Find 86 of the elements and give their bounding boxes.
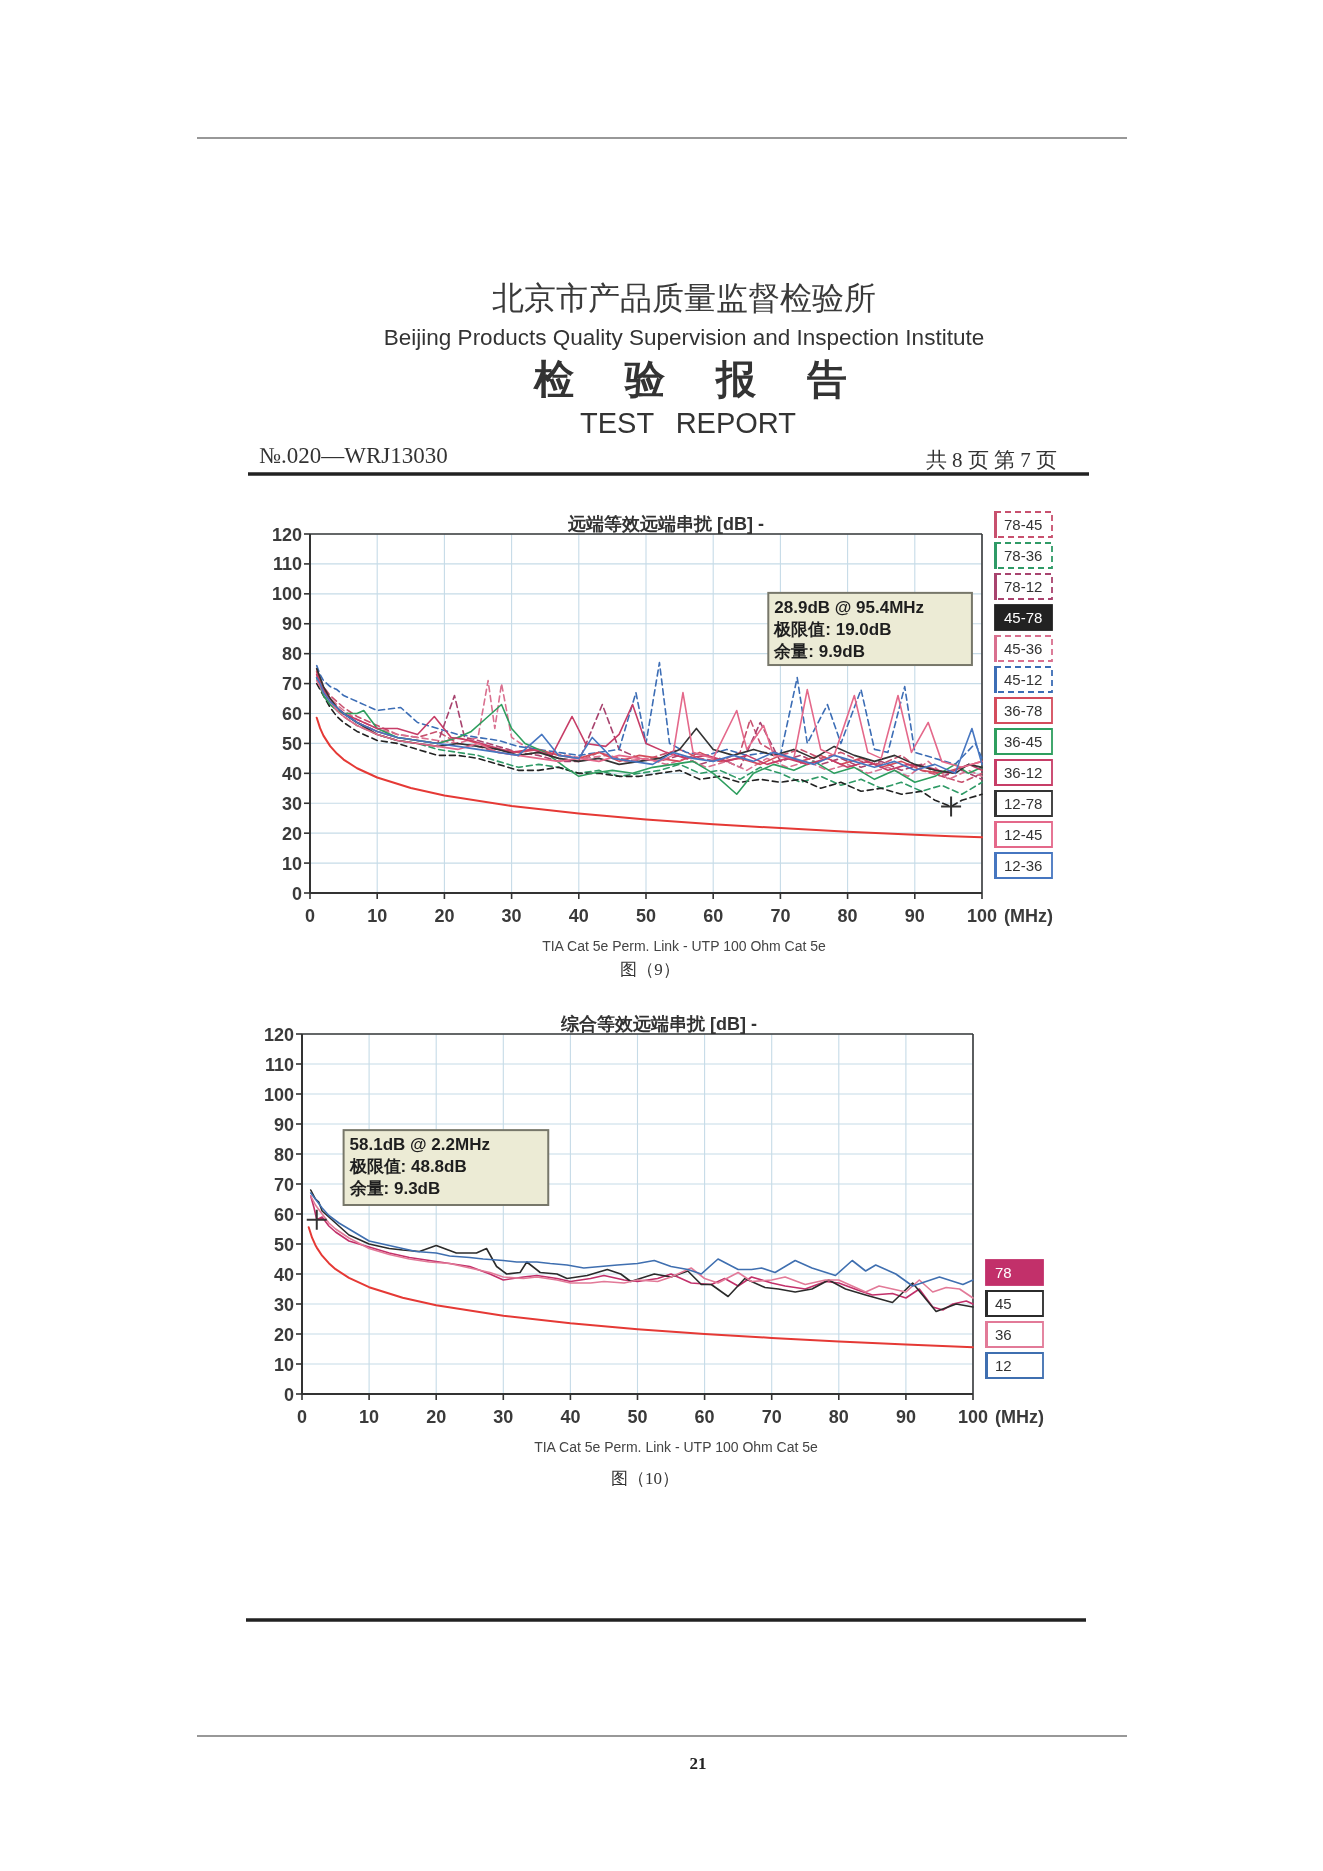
legend-label: 12-36	[1004, 857, 1043, 874]
x-tick-label: 80	[828, 1407, 849, 1427]
legend-label: 36-45	[1004, 733, 1043, 750]
x-tick-label: 10	[359, 1407, 380, 1427]
y-tick-label: 100	[263, 1084, 294, 1105]
x-axis-title: (MHz)	[995, 1407, 1044, 1427]
y-tick-label: 90	[273, 1114, 294, 1135]
y-tick-label: 30	[273, 1294, 294, 1315]
y-tick-label: 0	[283, 1384, 294, 1405]
y-tick-label: 70	[273, 1174, 294, 1195]
legend-label: 12-78	[1004, 795, 1043, 812]
y-tick-label: 50	[273, 1234, 294, 1255]
x-tick-label: 30	[493, 1407, 514, 1427]
text: Beijing Products Quality Supervision and Inspection Institute	[383, 325, 985, 350]
x-tick-label: 20	[434, 906, 455, 926]
y-tick-label: 60	[273, 1204, 294, 1225]
x-tick-label: 60	[694, 1407, 715, 1427]
x-tick-label: 20	[426, 1407, 447, 1427]
annotation: 余量: 9.3dB	[348, 1179, 441, 1199]
y-tick-label: 60	[281, 704, 302, 724]
y-tick-label: 50	[281, 733, 302, 754]
y-tick-label: 20	[273, 1324, 294, 1345]
annotation: 58.1dB @ 2.2MHz	[349, 1135, 490, 1155]
legend-label: 78	[995, 1264, 1012, 1281]
legend-label: 36	[995, 1326, 1012, 1343]
x-tick-label: 90	[904, 906, 925, 926]
y-tick-label: 120	[263, 1024, 294, 1045]
x-tick-label: 60	[703, 906, 724, 926]
text: 图（10）	[611, 1469, 679, 1488]
chart-title: 综合等效远端串扰 [dB] -	[560, 1014, 757, 1034]
legend-label: 36-12	[1004, 764, 1043, 781]
legend-label: 45-78	[1004, 609, 1043, 626]
x-tick-label: 80	[837, 906, 858, 926]
text: 北京市产品质量监督检验所	[492, 280, 876, 316]
text: 检验报告	[533, 357, 898, 401]
x-tick-label: 10	[367, 906, 388, 926]
readout: 28.9dB @ 95.4MHz 极限值: 19.0dB 余量: 9.9dB	[767, 591, 973, 667]
y-tick-label: 110	[272, 554, 302, 575]
legend-label: 78-12	[1004, 578, 1043, 595]
x-tick-label: 0	[304, 906, 316, 926]
x-tick-label: 100	[966, 906, 998, 926]
x-tick-label: 70	[761, 1407, 782, 1427]
annotation: 极限值: 48.8dB	[348, 1157, 467, 1177]
y-tick-label: 90	[281, 614, 302, 635]
y-tick-label: 80	[273, 1144, 294, 1165]
legend-label: 78-36	[1004, 547, 1043, 564]
legend-label: 36-78	[1004, 702, 1043, 719]
y-tick-label: 100	[271, 584, 302, 605]
y-tick-label: 40	[273, 1264, 294, 1285]
text: №.020—WRJ13030	[259, 443, 448, 468]
x-tick-label: 30	[501, 906, 522, 926]
chart-title: 远端等效远端串扰 [dB] -	[567, 514, 764, 534]
x-tick-label: 90	[895, 1407, 916, 1427]
text: 共 8 页 第 7 页	[925, 448, 1057, 472]
annotation: 极限值: 19.0dB	[773, 619, 892, 639]
y-tick-label: 110	[264, 1054, 294, 1075]
annotation: 28.9dB @ 95.4MHz	[774, 597, 925, 617]
legend-label: 45-12	[1004, 671, 1043, 688]
text: TEST REPORT	[580, 407, 797, 439]
y-tick-label: 30	[281, 793, 302, 814]
x-axis-title: (MHz)	[1004, 906, 1053, 926]
text: 图（9）	[620, 960, 680, 979]
text: TIA Cat 5e Perm. Link - UTP 100 Ohm Cat 5e	[542, 938, 827, 954]
readout: 58.1dB @ 2.2MHz 极限值: 48.8dB 余量: 9.3dB	[342, 1129, 550, 1206]
x-tick-label: 40	[568, 906, 589, 926]
x-tick-label: 40	[560, 1407, 581, 1427]
text: 21	[689, 1754, 707, 1773]
y-tick-label: 0	[291, 883, 302, 904]
legend-label: 12-45	[1004, 826, 1043, 843]
text: TIA Cat 5e Perm. Link - UTP 100 Ohm Cat 5e	[534, 1439, 819, 1455]
legend-label: 12	[995, 1357, 1012, 1374]
y-tick-label: 80	[281, 644, 302, 665]
legend-label: 45	[995, 1295, 1012, 1312]
x-tick-label: 100	[957, 1407, 989, 1427]
x-tick-label: 70	[770, 906, 791, 926]
annotation: 余量: 9.9dB	[773, 641, 865, 661]
y-tick-label: 10	[273, 1354, 294, 1375]
legend-label: 78-45	[1004, 516, 1043, 533]
y-tick-label: 20	[281, 823, 302, 844]
x-tick-label: 50	[635, 906, 657, 926]
y-tick-label: 10	[281, 853, 302, 874]
legend-label: 45-36	[1004, 640, 1043, 657]
y-tick-label: 70	[281, 674, 302, 695]
y-tick-label: 40	[281, 763, 302, 784]
x-tick-label: 50	[627, 1407, 648, 1427]
y-tick-label: 120	[271, 524, 302, 545]
